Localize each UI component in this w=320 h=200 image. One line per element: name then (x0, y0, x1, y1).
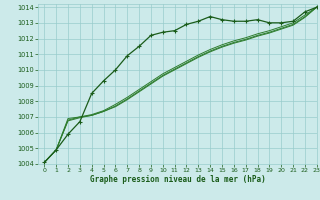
X-axis label: Graphe pression niveau de la mer (hPa): Graphe pression niveau de la mer (hPa) (90, 175, 266, 184)
